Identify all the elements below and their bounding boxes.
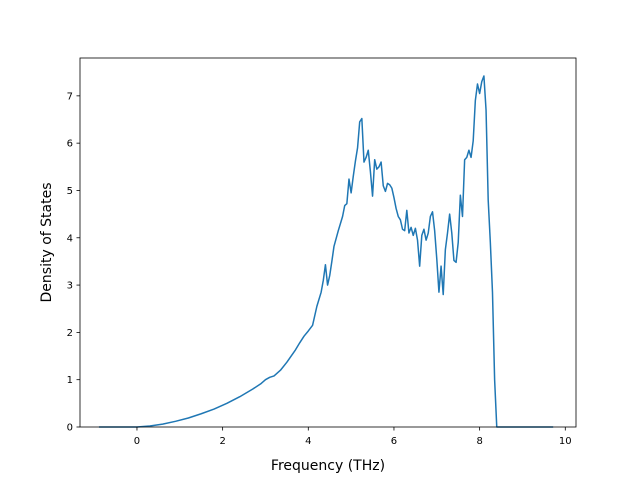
y-axis-label: Density of States (39, 183, 55, 303)
x-tick-label: 2 (219, 436, 225, 447)
y-tick-label: 5 (67, 186, 73, 197)
y-tick-label: 2 (67, 328, 73, 339)
y-tick-label: 1 (67, 375, 73, 386)
y-tick-label: 0 (67, 423, 73, 434)
x-tick-label: 6 (391, 436, 397, 447)
dos-series-line-0 (98, 75, 554, 428)
y-tick-label: 7 (67, 91, 73, 102)
y-tick-label: 3 (67, 281, 73, 292)
plot-frame (79, 57, 577, 428)
y-tick-label: 4 (67, 233, 73, 244)
x-tick-label: 8 (476, 436, 482, 447)
x-axis-label: Frequency (THz) (271, 458, 385, 474)
x-tick-label: 10 (559, 436, 572, 447)
y-tick-label: 6 (67, 139, 73, 150)
x-tick-label: 4 (305, 436, 311, 447)
x-tick-label: 0 (134, 436, 140, 447)
